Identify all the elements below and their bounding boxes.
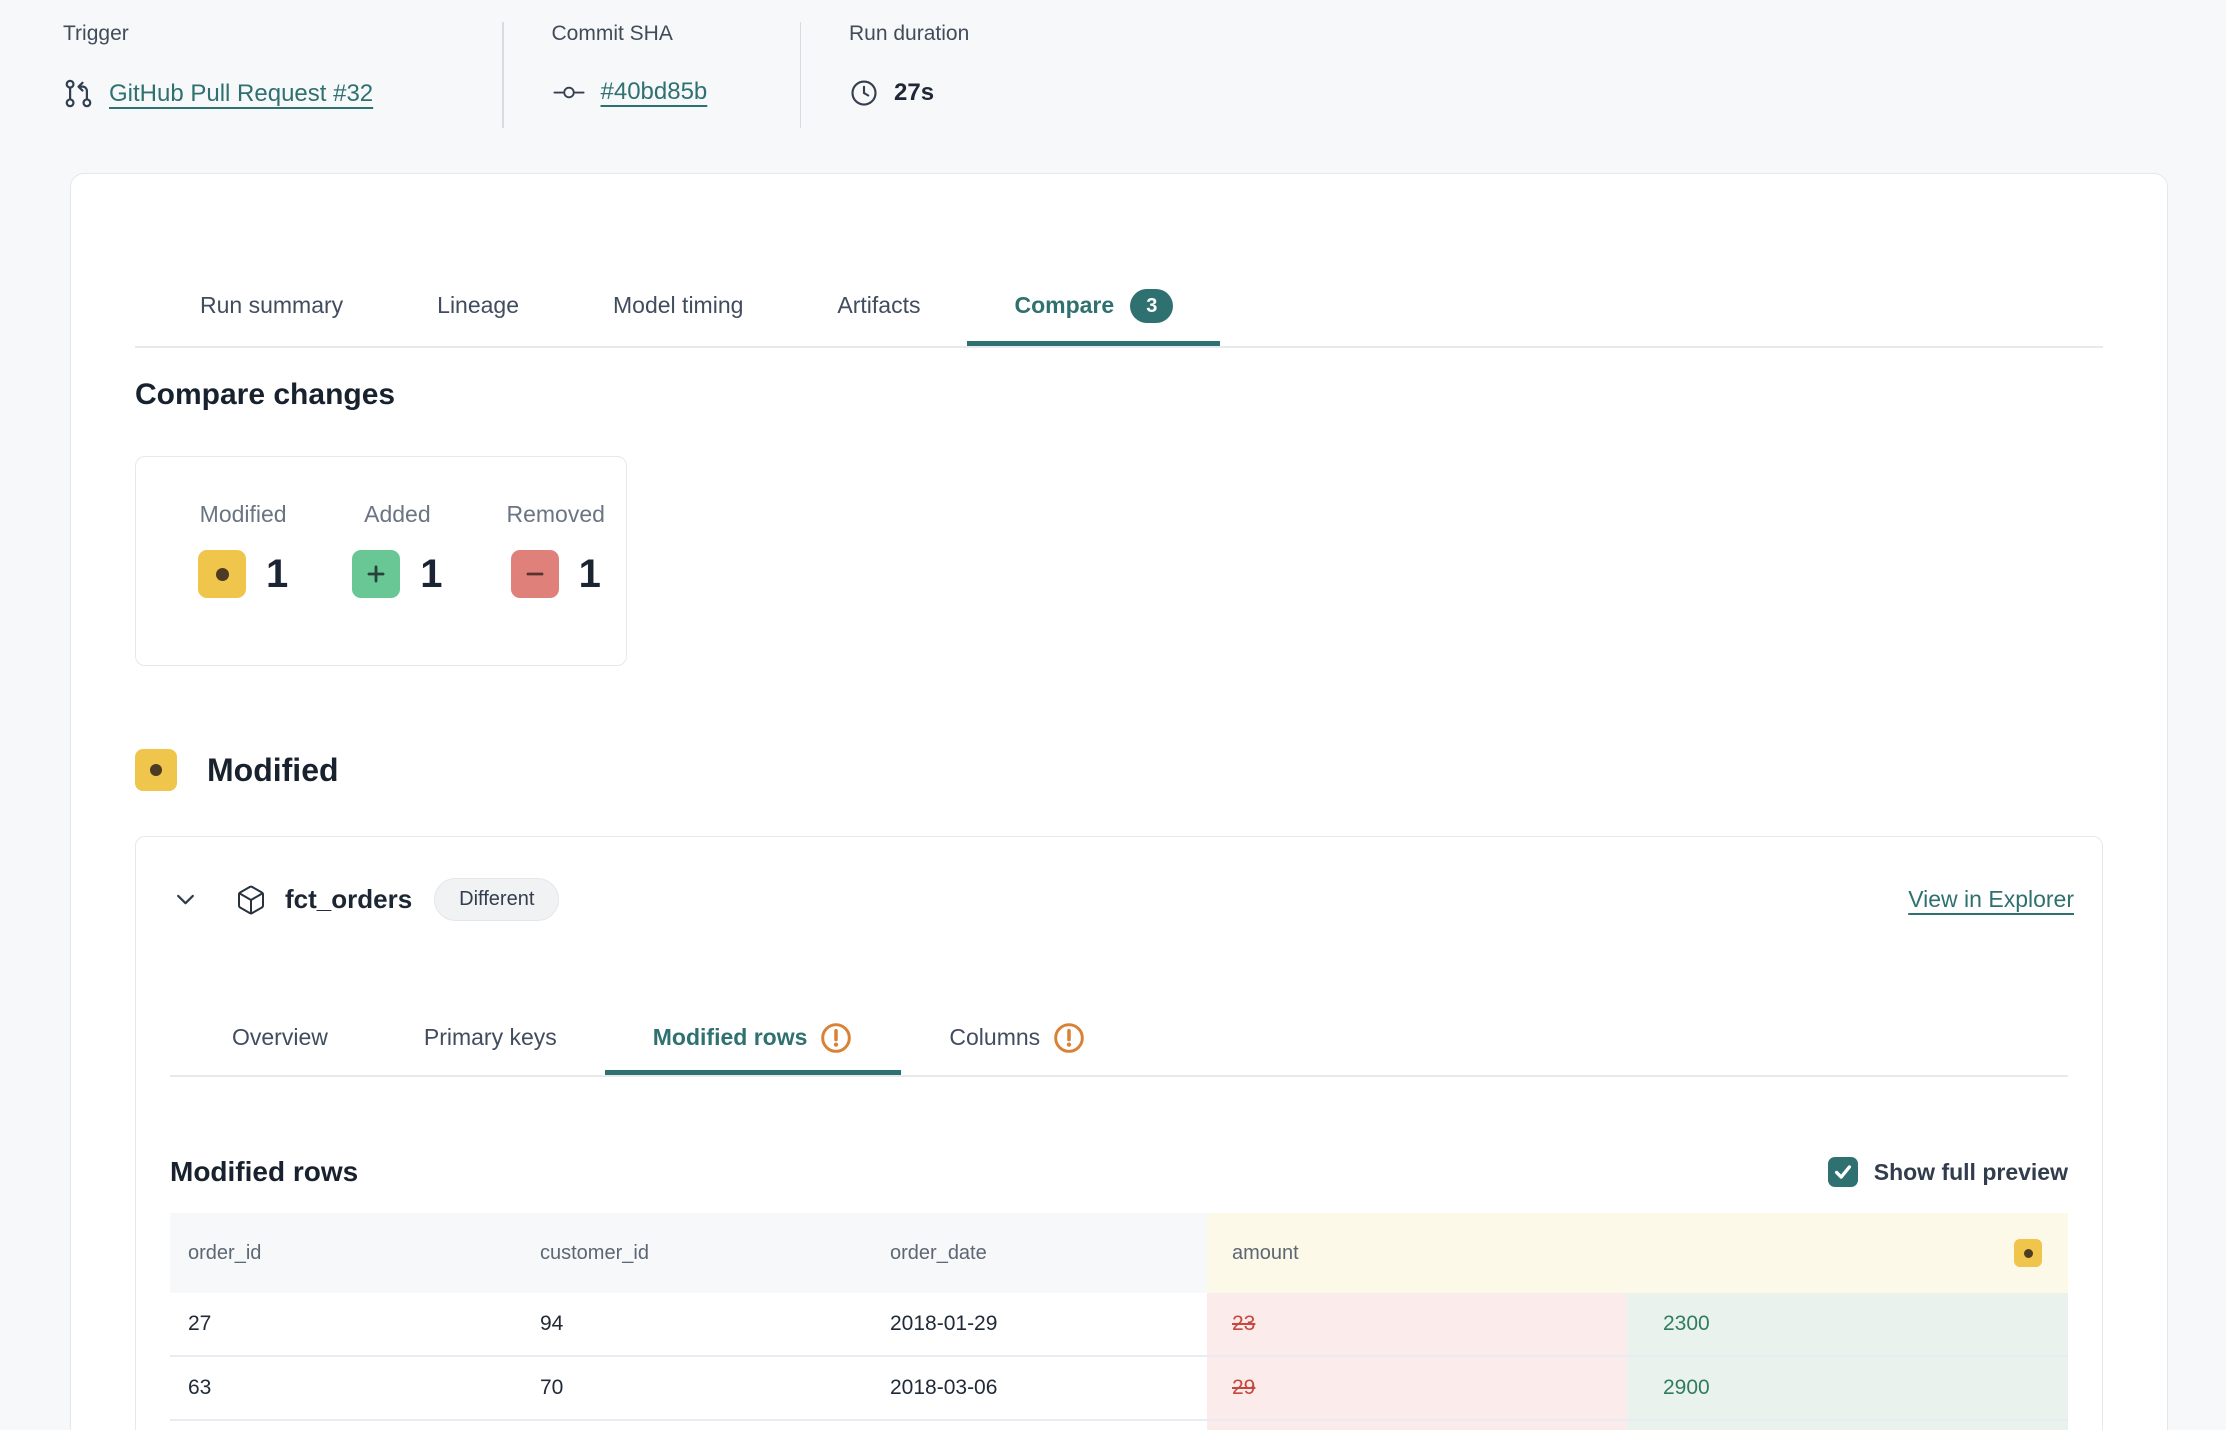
column-header-order-id: order_id [170, 1213, 522, 1293]
run-duration-value: 27s [894, 79, 935, 106]
modified-column-icon [2014, 1239, 2042, 1267]
trigger-link[interactable]: GitHub Pull Request #32 [109, 79, 374, 107]
duration-label: Run duration [849, 22, 970, 45]
model-name: fct_orders [285, 884, 413, 914]
commit-sha-link[interactable]: #40bd85b [600, 78, 708, 105]
amount-old-value: 29 [1207, 1357, 1627, 1419]
model-card-header: fct_orders Different View in Explorer [172, 837, 2074, 962]
model-card-fct-orders: fct_orders Different View in Explorer Ov… [135, 836, 2103, 1430]
status-badge: Different [434, 878, 560, 921]
summary-removed: Removed 1 [507, 501, 605, 665]
tab-lineage[interactable]: Lineage [437, 292, 520, 318]
modified-icon [198, 550, 246, 598]
tab-run-summary[interactable]: Run summary [200, 292, 344, 318]
summary-added: Added 1 [352, 501, 443, 665]
compare-count-badge: 3 [1130, 288, 1174, 323]
summary-removed-count: 1 [578, 551, 601, 596]
removed-icon [510, 550, 559, 598]
commit-icon [552, 80, 586, 105]
trigger-label: Trigger [63, 22, 129, 45]
modified-section-header: Modified [135, 749, 339, 791]
modified-rows-table: order_id customer_id order_date amount 2… [170, 1213, 2068, 1430]
pull-request-icon [63, 78, 94, 109]
page-title: Compare changes [135, 378, 396, 411]
table-row: 63 70 2018-03-06 29 2900 [170, 1355, 2068, 1419]
compare-summary-card: Modified 1 Added 1 Removed 1 [135, 456, 627, 666]
warning-icon [819, 1021, 853, 1055]
header-divider [799, 22, 801, 128]
run-header-field-commit: Commit SHA #40bd85b [552, 22, 752, 106]
main-tabs: Run summary Lineage Model timing Artifac… [135, 270, 2103, 348]
checkbox-checked-icon[interactable] [1827, 1157, 1858, 1187]
modified-icon [135, 749, 177, 791]
modified-rows-panel-header: Modified rows Show full preview [170, 1145, 2068, 1199]
show-full-preview-toggle[interactable]: Show full preview [1827, 1157, 2068, 1187]
amount-new-value: 2900 [1627, 1357, 2068, 1419]
run-detail-card: Run summary Lineage Model timing Artifac… [70, 173, 2168, 1430]
warning-icon [1052, 1021, 1086, 1055]
column-header-amount: amount [1207, 1213, 2068, 1293]
table-row-partial [170, 1419, 2068, 1430]
tab-columns[interactable]: Columns [901, 1005, 1134, 1075]
chevron-down-icon[interactable] [172, 886, 199, 913]
header-divider [502, 22, 504, 128]
model-tabs: Overview Primary keys Modified rows Colu… [170, 1005, 2068, 1077]
column-header-customer-id: customer_id [522, 1213, 872, 1293]
table-row: 27 94 2018-01-29 23 2300 [170, 1293, 2068, 1355]
column-header-order-date: order_date [872, 1213, 1207, 1293]
summary-modified: Modified 1 [198, 501, 288, 665]
summary-removed-label: Removed [506, 501, 605, 527]
tab-overview[interactable]: Overview [232, 1024, 328, 1050]
clock-icon [849, 78, 879, 108]
table-header-row: order_id customer_id order_date amount [170, 1213, 2068, 1293]
run-header-field-trigger: Trigger GitHub Pull Request #32 [63, 22, 455, 109]
summary-added-count: 1 [420, 551, 443, 596]
amount-old-value: 23 [1207, 1293, 1627, 1355]
tab-modified-rows[interactable]: Modified rows [604, 1005, 902, 1075]
commit-label: Commit SHA [551, 22, 673, 45]
tab-artifacts[interactable]: Artifacts [837, 292, 921, 318]
tab-model-timing[interactable]: Model timing [613, 292, 744, 318]
tab-primary-keys[interactable]: Primary keys [423, 1024, 557, 1050]
tab-compare[interactable]: Compare 3 [967, 270, 1221, 346]
show-full-preview-label: Show full preview [1873, 1158, 2068, 1185]
modified-rows-title: Modified rows [170, 1156, 359, 1187]
model-cube-icon [235, 884, 267, 916]
modified-section-title: Modified [207, 751, 339, 788]
added-icon [352, 550, 401, 598]
summary-added-label: Added [364, 501, 431, 527]
summary-modified-count: 1 [266, 551, 289, 596]
view-in-explorer-link[interactable]: View in Explorer [1908, 886, 2074, 912]
amount-new-value: 2300 [1627, 1293, 2068, 1355]
run-header: Trigger GitHub Pull Request #32 Commit S… [63, 22, 969, 128]
run-header-field-duration: Run duration 27s [849, 22, 969, 108]
summary-modified-label: Modified [199, 501, 287, 527]
